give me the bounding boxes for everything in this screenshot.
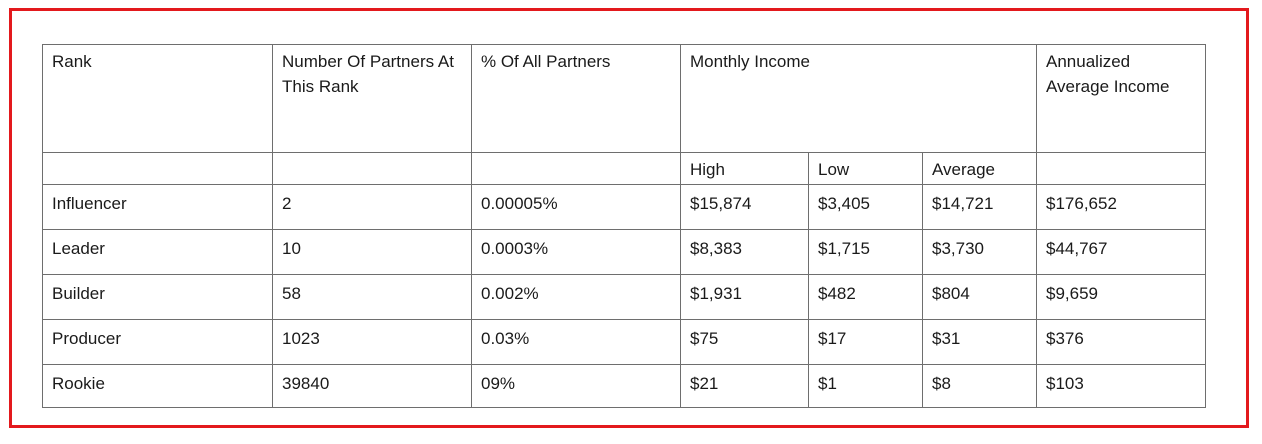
header-percent-of-partners: % Of All Partners — [471, 44, 681, 153]
cell-high: $1,931 — [680, 274, 809, 320]
table-row: Builder 58 0.002% $1,931 $482 $804 $9,65… — [42, 274, 1207, 320]
cell-low: $1 — [808, 364, 923, 408]
cell-rank: Rookie — [42, 364, 273, 408]
cell-partners: 10 — [272, 229, 472, 275]
cell-high: $8,383 — [680, 229, 809, 275]
cell-annualized: $9,659 — [1036, 274, 1207, 320]
income-disclosure-table: Rank Number Of Partners At This Rank % O… — [42, 44, 1207, 408]
cell-rank: Leader — [42, 229, 273, 275]
cell-average: $804 — [921, 274, 1038, 320]
subheader-empty-cell — [1036, 152, 1207, 185]
subheader-empty-cell — [272, 152, 472, 185]
cell-average: $8 — [921, 364, 1038, 408]
subheader-row: High Low Average — [42, 152, 1207, 185]
cell-average: $3,730 — [921, 229, 1038, 275]
cell-average: $14,721 — [921, 184, 1038, 230]
subheader-empty-cell — [471, 152, 681, 185]
cell-percent: 0.002% — [471, 274, 681, 320]
header-monthly-income: Monthly Income — [679, 44, 1038, 153]
cell-annualized: $103 — [1036, 364, 1207, 408]
table-row: Influencer 2 0.00005% $15,874 $3,405 $14… — [42, 184, 1207, 230]
header-annualized-average-income: Annualized Average Income — [1036, 44, 1207, 153]
subheader-average: Average — [921, 152, 1038, 185]
subheader-low: Low — [808, 152, 923, 185]
cell-annualized: $44,767 — [1036, 229, 1207, 275]
subheader-high: High — [680, 152, 809, 185]
cell-average: $31 — [921, 319, 1038, 365]
cell-low: $1,715 — [808, 229, 923, 275]
header-row: Rank Number Of Partners At This Rank % O… — [42, 44, 1207, 153]
cell-high: $75 — [680, 319, 809, 365]
table-row: Producer 1023 0.03% $75 $17 $31 $376 — [42, 319, 1207, 365]
header-rank: Rank — [42, 44, 273, 153]
cell-high: $15,874 — [680, 184, 809, 230]
cell-rank: Producer — [42, 319, 273, 365]
cell-rank: Influencer — [42, 184, 273, 230]
table-row: Leader 10 0.0003% $8,383 $1,715 $3,730 $… — [42, 229, 1207, 275]
cell-percent: 0.03% — [471, 319, 681, 365]
cell-percent: 0.0003% — [471, 229, 681, 275]
cell-low: $17 — [808, 319, 923, 365]
cell-low: $482 — [808, 274, 923, 320]
cell-partners: 1023 — [272, 319, 472, 365]
cell-low: $3,405 — [808, 184, 923, 230]
cell-partners: 58 — [272, 274, 472, 320]
cell-partners: 2 — [272, 184, 472, 230]
subheader-empty-cell — [42, 152, 273, 185]
cell-partners: 39840 — [272, 364, 472, 408]
cell-percent: 09% — [471, 364, 681, 408]
cell-annualized: $376 — [1036, 319, 1207, 365]
cell-rank: Builder — [42, 274, 273, 320]
header-number-of-partners: Number Of Partners At This Rank — [272, 44, 472, 153]
cell-annualized: $176,652 — [1036, 184, 1207, 230]
cell-high: $21 — [680, 364, 809, 408]
cell-percent: 0.00005% — [471, 184, 681, 230]
table-row: Rookie 39840 09% $21 $1 $8 $103 — [42, 364, 1207, 408]
